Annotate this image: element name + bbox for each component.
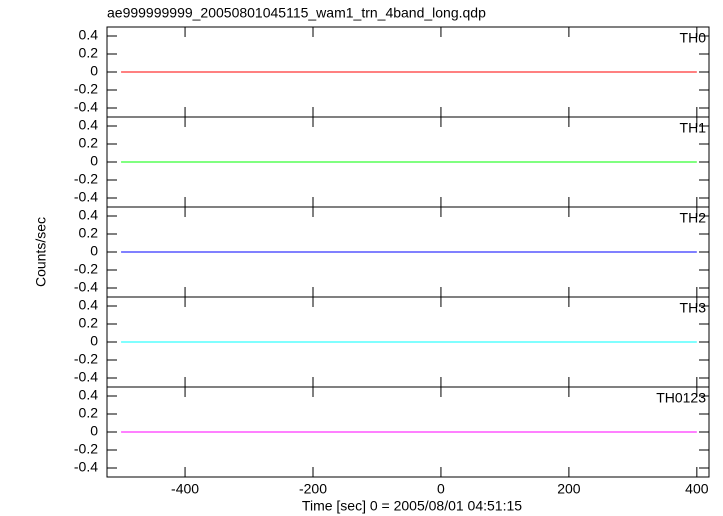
x-tick-label: -400 bbox=[171, 481, 199, 497]
y-tick-label: 0.4 bbox=[79, 387, 99, 403]
x-tick-label: -200 bbox=[299, 481, 327, 497]
x-tick-label: 0 bbox=[437, 481, 445, 497]
y-tick-label: 0 bbox=[90, 63, 98, 79]
y-tick-label: -0.2 bbox=[74, 351, 98, 367]
chart-title: ae999999999_20050801045115_wam1_trn_4ban… bbox=[107, 5, 486, 21]
y-tick-label: -0.2 bbox=[74, 81, 98, 97]
y-tick-label: -0.4 bbox=[74, 99, 98, 115]
y-tick-label: 0 bbox=[90, 333, 98, 349]
y-tick-label: -0.2 bbox=[74, 261, 98, 277]
x-tick-label: 400 bbox=[685, 481, 709, 497]
panel-label: TH0123 bbox=[656, 390, 706, 406]
y-tick-label: -0.4 bbox=[74, 189, 98, 205]
y-tick-label: 0.2 bbox=[79, 405, 99, 421]
y-tick-label: 0.4 bbox=[79, 117, 99, 133]
y-tick-label: -0.2 bbox=[74, 441, 98, 457]
y-tick-label: 0 bbox=[90, 243, 98, 259]
y-tick-label: -0.4 bbox=[74, 279, 98, 295]
y-tick-label: -0.4 bbox=[74, 369, 98, 385]
y-tick-label: 0 bbox=[90, 153, 98, 169]
y-tick-label: 0.2 bbox=[79, 135, 99, 151]
x-tick-label: 200 bbox=[557, 481, 581, 497]
y-tick-label: 0.2 bbox=[79, 315, 99, 331]
y-tick-label: 0.2 bbox=[79, 45, 99, 61]
y-tick-label: 0.4 bbox=[79, 27, 99, 43]
y-tick-label: -0.4 bbox=[74, 459, 98, 475]
y-tick-label: 0.4 bbox=[79, 297, 99, 313]
panel-label: TH2 bbox=[680, 210, 707, 226]
y-tick-label: 0.2 bbox=[79, 225, 99, 241]
y-axis-label: Counts/sec bbox=[33, 217, 49, 287]
panel-label: TH0 bbox=[680, 30, 707, 46]
y-tick-label: 0 bbox=[90, 423, 98, 439]
panel-label: TH3 bbox=[680, 300, 707, 316]
panel-label: TH1 bbox=[680, 120, 707, 136]
x-axis-label: Time [sec] 0 = 2005/08/01 04:51:15 bbox=[302, 498, 522, 514]
y-tick-label: 0.4 bbox=[79, 207, 99, 223]
y-tick-label: -0.2 bbox=[74, 171, 98, 187]
